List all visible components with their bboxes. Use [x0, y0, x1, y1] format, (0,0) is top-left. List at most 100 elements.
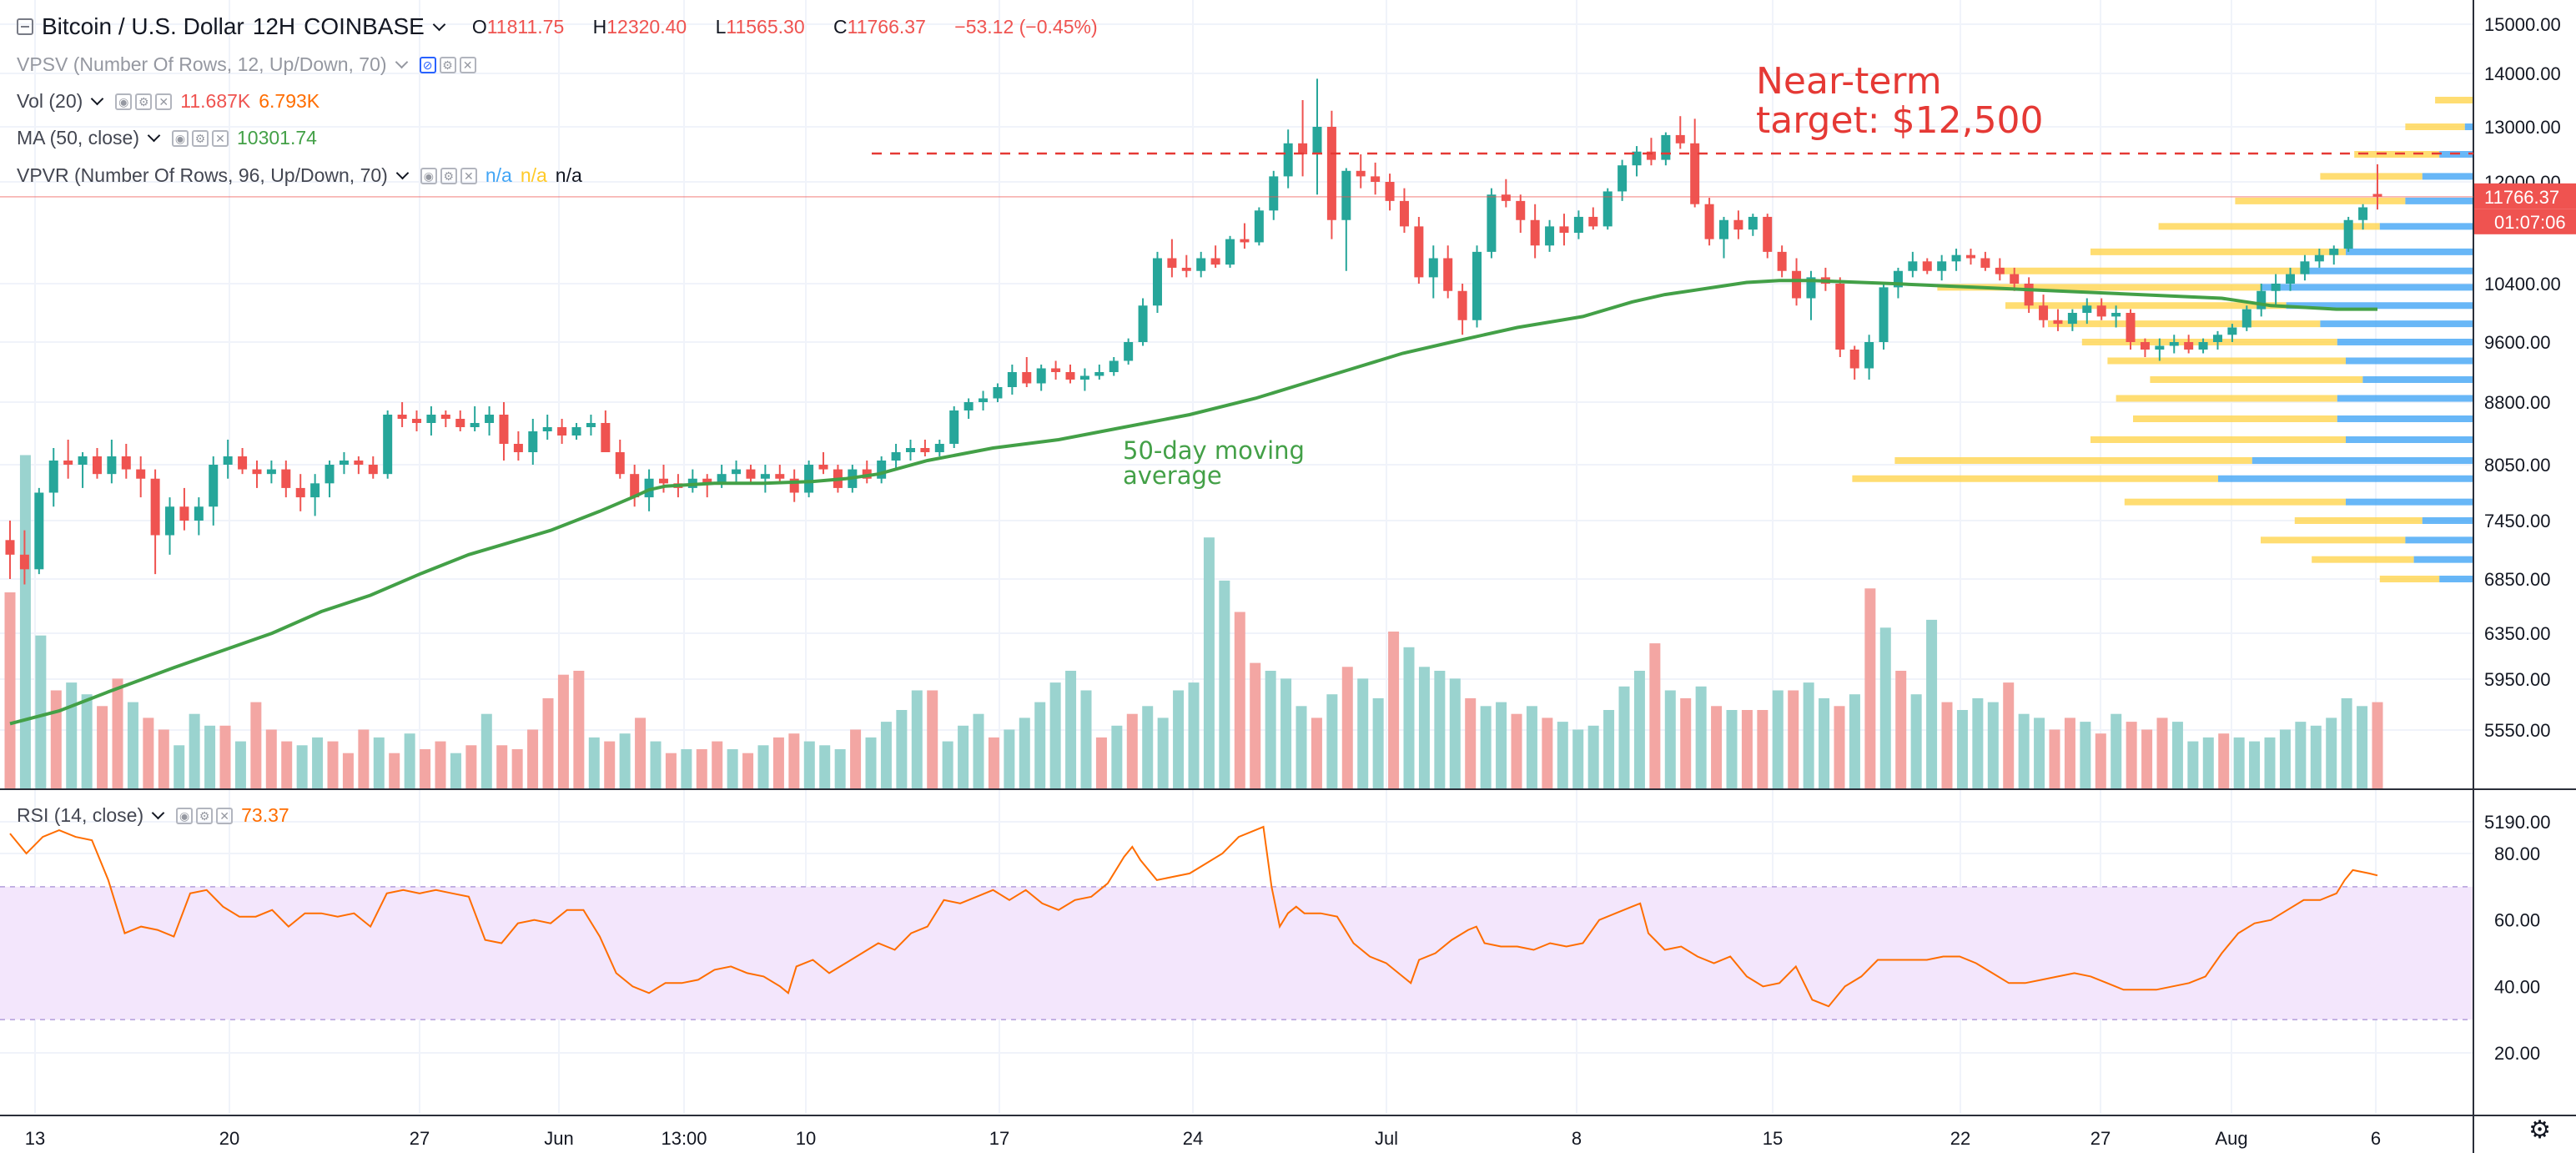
candle-body: [2286, 274, 2296, 284]
candle-body: [2039, 305, 2049, 320]
settings-icon[interactable]: ⚙: [192, 129, 209, 147]
vp-row-up: [2337, 415, 2473, 422]
vp-row-up: [2464, 123, 2473, 130]
settings-icon[interactable]: ⚙: [439, 56, 456, 73]
chevron-down-icon[interactable]: [395, 55, 408, 69]
close-icon[interactable]: ✕: [216, 807, 234, 824]
candle-body: [2111, 313, 2121, 317]
collapse-icon[interactable]: [17, 18, 33, 35]
candle-body: [1240, 239, 1250, 243]
candle-body: [1065, 372, 1075, 380]
symbol-name[interactable]: Bitcoin / U.S. Dollar: [42, 13, 244, 39]
vp-row-down: [2150, 376, 2363, 383]
eye-icon[interactable]: ◉: [176, 807, 194, 824]
close-icon[interactable]: ✕: [212, 129, 229, 147]
vpvr-label[interactable]: VPVR (Number Of Rows, 96, Up/Down, 70): [17, 164, 388, 186]
volume-bar: [1526, 706, 1537, 788]
volume-bar: [1864, 588, 1876, 788]
vpvr-value-3: n/a: [555, 164, 582, 186]
interval[interactable]: 12H: [252, 13, 296, 39]
volume-bar: [174, 745, 185, 788]
volume-bar: [880, 722, 892, 788]
close-icon[interactable]: ✕: [155, 93, 173, 110]
eye-icon[interactable]: ◉: [420, 167, 437, 184]
hidden-eye-icon[interactable]: ⊘: [419, 56, 436, 73]
exchange[interactable]: COINBASE: [304, 13, 425, 39]
volume-bar: [1557, 722, 1568, 788]
volume-bar: [1987, 702, 1999, 788]
volume-bar: [2080, 722, 2091, 788]
vp-row-up: [2379, 223, 2473, 230]
vp-row-up: [2413, 556, 2473, 563]
volume-bar: [450, 753, 461, 788]
volume-bar: [1511, 713, 1522, 788]
candle-body: [1326, 127, 1336, 220]
eye-icon[interactable]: ◉: [115, 93, 133, 110]
volume-bar: [1449, 678, 1461, 788]
settings-icon[interactable]: ⚙: [440, 167, 457, 184]
candle-body: [1022, 372, 1032, 384]
volume-bar: [1080, 690, 1092, 788]
chevron-down-icon[interactable]: [395, 166, 410, 180]
volume-bar: [1757, 710, 1768, 788]
rsi-label[interactable]: RSI (14, close): [17, 804, 144, 826]
chevron-down-icon[interactable]: [90, 92, 104, 106]
vp-row-down: [2320, 173, 2423, 180]
vpvr-value-2: n/a: [520, 164, 547, 186]
time-tick-label: 27: [410, 1128, 430, 1149]
close-icon[interactable]: ✕: [459, 56, 476, 73]
close-icon[interactable]: ✕: [460, 167, 477, 184]
settings-icon[interactable]: ⚙: [196, 807, 214, 824]
candle-body: [2184, 342, 2194, 350]
candle-body: [702, 478, 712, 484]
volume-bar: [2064, 717, 2075, 788]
candle-body: [1719, 219, 1729, 239]
candle-body: [746, 469, 756, 479]
candle-body: [1618, 165, 1628, 192]
candle-body: [1908, 261, 1918, 271]
volume-bar: [1603, 710, 1615, 788]
volume-bar: [342, 753, 354, 788]
chevron-down-icon[interactable]: [151, 806, 165, 820]
candle-body: [1530, 219, 1540, 246]
volume-bar: [1234, 612, 1245, 788]
volume-bar: [1219, 580, 1230, 788]
volume-bar: [1726, 710, 1738, 788]
volume-bar: [988, 737, 999, 788]
candlesticks: [5, 78, 2382, 585]
candle-body: [2067, 313, 2077, 325]
candle-body: [1965, 254, 1975, 259]
chevron-down-icon[interactable]: [147, 128, 161, 143]
candle-body: [891, 452, 901, 461]
eye-icon[interactable]: ◉: [172, 129, 189, 147]
vpvr-legend: VPVR (Number Of Rows, 96, Up/Down, 70) ◉…: [17, 164, 591, 187]
volume-label[interactable]: Vol (20): [17, 90, 83, 112]
ma-label[interactable]: MA (50, close): [17, 127, 139, 149]
volume-bar: [819, 745, 831, 788]
vpsv-label[interactable]: VPSV (Number Of Rows, 12, Up/Down, 70): [17, 53, 387, 75]
volume-bar: [2279, 729, 2291, 788]
gear-icon[interactable]: ⚙: [2528, 1116, 2551, 1144]
time-tick-label: 20: [219, 1128, 239, 1149]
volume-bar: [712, 741, 723, 788]
volume-bar: [1111, 725, 1123, 788]
chevron-down-icon[interactable]: [432, 18, 446, 31]
volume-bar: [635, 717, 647, 788]
volume-bar: [1680, 697, 1692, 788]
candle-body: [513, 444, 523, 452]
candle-body: [1428, 258, 1438, 278]
volume-bar: [1341, 667, 1353, 788]
volume-bar: [1095, 737, 1107, 788]
vp-row-up: [2303, 267, 2473, 274]
candle-body: [2198, 342, 2208, 350]
rsi-tick-label: 80.00: [2494, 843, 2540, 864]
vp-row-down: [1852, 475, 2218, 482]
candle-body: [1181, 267, 1191, 271]
candle-body: [644, 478, 654, 498]
rsi-line: [9, 825, 2378, 1008]
settings-icon[interactable]: ⚙: [135, 93, 153, 110]
candle-body: [325, 465, 335, 484]
volume-bar: [2218, 733, 2230, 788]
volume-bar: [1049, 682, 1061, 788]
